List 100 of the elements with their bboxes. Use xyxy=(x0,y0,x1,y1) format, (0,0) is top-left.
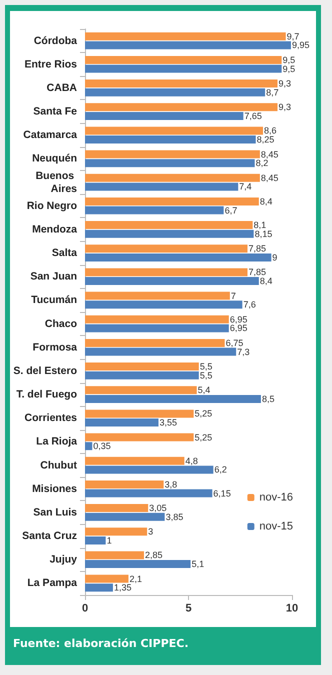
data-label: 7,85 xyxy=(248,244,266,254)
data-label: 9,5 xyxy=(282,64,296,74)
bar xyxy=(85,362,199,371)
y-tick-label: Santa Cruz xyxy=(22,530,77,542)
bar xyxy=(85,386,197,394)
y-tick-label: Formosa xyxy=(32,341,78,354)
y-tick-label: Neuquén xyxy=(32,152,77,165)
bar xyxy=(85,32,286,40)
bar xyxy=(85,536,106,544)
bar xyxy=(85,410,194,418)
y-tick-label: Chaco xyxy=(44,318,77,330)
y-tick-label: Misiones xyxy=(32,482,78,495)
y-tick-label: San Juan xyxy=(30,270,77,283)
data-label: 6,95 xyxy=(230,314,248,324)
y-tick-label: T. del Fuego xyxy=(16,388,77,401)
y-tick-label: Mendoza xyxy=(32,223,78,236)
data-label: 8,2 xyxy=(256,158,268,168)
bar xyxy=(85,348,236,356)
data-label: 6,75 xyxy=(226,338,244,348)
data-label: 1 xyxy=(106,535,112,546)
bar xyxy=(85,551,144,560)
y-tick-label: Jujuy xyxy=(50,554,78,566)
y-tick-label: La Pampa xyxy=(27,577,78,590)
data-label: 7,3 xyxy=(237,346,250,357)
data-label: 5,4 xyxy=(198,385,210,396)
bar xyxy=(85,315,229,324)
data-label: 8,4 xyxy=(260,276,272,286)
data-label: 2,85 xyxy=(144,550,163,560)
bar xyxy=(85,253,272,262)
y-tick-label: Buenos Aires xyxy=(36,170,78,195)
data-label: 9,95 xyxy=(292,40,310,50)
bar xyxy=(85,584,113,592)
data-label: 8,25 xyxy=(256,134,274,145)
data-label: 5,1 xyxy=(192,559,204,570)
data-label: 8,1 xyxy=(254,220,266,230)
data-label: 8,7 xyxy=(266,87,279,98)
y-tick-label: Salta xyxy=(52,247,78,260)
x-tick-label: 5 xyxy=(185,602,192,614)
data-label: 7,65 xyxy=(244,110,262,121)
data-label: 2,1 xyxy=(129,574,142,584)
bar xyxy=(85,88,266,96)
data-label: 4,8 xyxy=(185,456,198,466)
y-tick-label: Entre Rios xyxy=(24,58,78,70)
bar xyxy=(85,103,278,112)
bar xyxy=(85,136,256,144)
bar xyxy=(85,560,191,568)
legend-label: nov-16 xyxy=(259,492,294,504)
data-label: 5,5 xyxy=(200,370,212,380)
data-label: 6,7 xyxy=(224,205,238,216)
data-label: 8,15 xyxy=(254,228,272,239)
data-label: 9,7 xyxy=(286,31,300,42)
bar xyxy=(85,41,291,50)
bar xyxy=(85,64,282,73)
bar xyxy=(85,230,254,238)
data-label: 9,5 xyxy=(282,54,296,65)
bar xyxy=(85,574,128,583)
data-label: 0,35 xyxy=(93,441,111,452)
bar xyxy=(85,150,260,158)
bar xyxy=(85,174,260,182)
data-label: 5,25 xyxy=(194,408,212,419)
bar xyxy=(85,206,224,214)
bar xyxy=(85,504,148,512)
data-label: 1,35 xyxy=(114,582,132,593)
y-tick-label: Córdoba xyxy=(34,34,78,47)
x-tick-label: 0 xyxy=(82,602,88,614)
data-label: 8,6 xyxy=(264,126,277,136)
y-tick-label: Corrientes xyxy=(24,412,78,424)
bar xyxy=(85,512,165,521)
data-label: 5,25 xyxy=(194,432,212,442)
bar xyxy=(85,159,255,168)
y-tick-label: Santa Fe xyxy=(33,106,78,118)
y-tick-label: S. del Estero xyxy=(13,364,77,377)
data-label: 6,2 xyxy=(214,464,227,475)
bar xyxy=(85,300,242,309)
legend-label: nov-15 xyxy=(259,520,294,532)
bar xyxy=(85,112,244,120)
source-note: Fuente: elaboración CIPPEC. xyxy=(13,637,189,650)
bar xyxy=(85,456,184,465)
bar xyxy=(85,528,148,536)
data-label: 7,4 xyxy=(239,182,252,192)
bar xyxy=(85,466,214,474)
bar xyxy=(85,268,248,276)
data-label: 8,5 xyxy=(262,394,274,404)
data-label: 6,15 xyxy=(213,488,231,498)
x-tick-label: 10 xyxy=(286,602,298,614)
data-label: 3,05 xyxy=(149,503,167,514)
data-label: 9,3 xyxy=(278,78,292,89)
bar xyxy=(85,244,248,253)
bar xyxy=(85,221,253,230)
bar xyxy=(85,442,92,450)
bar xyxy=(85,394,261,403)
bar xyxy=(85,80,278,88)
data-label: 3,8 xyxy=(164,479,178,490)
data-label: 7,6 xyxy=(243,300,256,310)
bar xyxy=(85,338,225,347)
bar xyxy=(85,371,199,380)
bar xyxy=(85,182,238,191)
bar xyxy=(85,489,212,498)
bar xyxy=(85,324,229,332)
data-label: 8,45 xyxy=(260,149,278,160)
